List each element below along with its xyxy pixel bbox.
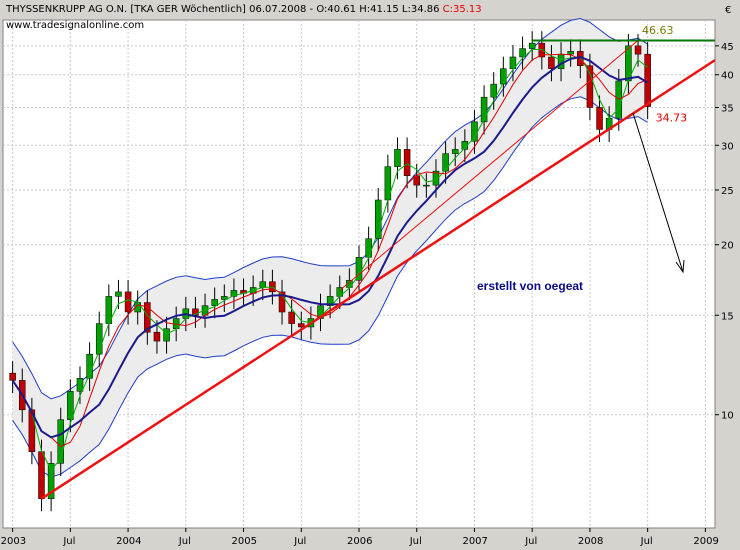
candle-body <box>394 149 401 167</box>
candle-body <box>634 45 642 55</box>
y-tick-label: 10 <box>721 411 734 422</box>
arrow-down-icon <box>632 112 684 273</box>
candle-body <box>519 48 526 58</box>
candle-body <box>442 153 449 172</box>
candle-body <box>480 96 488 123</box>
x-tick-label: 2009 <box>693 536 718 547</box>
trend-lines <box>40 39 716 500</box>
candle-body <box>423 184 430 187</box>
high-price-label: 46.63 <box>642 24 674 37</box>
ma-mid-line <box>12 53 648 448</box>
trend-line-channel <box>339 40 639 291</box>
candle-body <box>144 302 151 333</box>
candle-body <box>500 68 507 85</box>
candle-body <box>451 149 459 154</box>
candle-body <box>124 291 132 313</box>
y-tick-label: 25 <box>721 186 734 197</box>
candle-body <box>471 121 478 142</box>
low-price-label: 34.73 <box>656 111 688 124</box>
candle-body <box>413 175 420 186</box>
x-tick-label: 2003 <box>1 536 26 547</box>
x-tick-label: Jul <box>62 536 75 547</box>
x-tick-label: Jul <box>640 536 653 547</box>
moving-averages <box>11 49 649 472</box>
x-tick-label: 2007 <box>462 536 487 547</box>
x-tick-label: Jul <box>293 536 306 547</box>
y-tick-label: 40 <box>721 71 734 82</box>
x-axis: 2003 Jul 2004 Jul 2005 Jul 2006 Jul 2007 Jul 2008 J… <box>1 528 719 547</box>
candle-body <box>28 409 36 452</box>
y-tick-label: 45 <box>721 42 734 53</box>
candle-body <box>288 311 295 324</box>
candle-body <box>76 378 84 392</box>
candle-body <box>9 372 16 381</box>
arrow-head-icon <box>675 259 685 274</box>
ma-short-line <box>12 49 648 472</box>
x-tick-label: Jul <box>524 536 537 547</box>
candle-body <box>67 391 74 420</box>
annotations: 46.63 34.73 <box>642 24 687 124</box>
candle-body <box>153 331 161 342</box>
candle-body <box>47 463 55 499</box>
chart-title: THYSSENKRUPP AG O.N. [TKA GER Wöchentlic… <box>5 4 482 15</box>
candle-body <box>567 51 574 55</box>
candle-body <box>586 65 594 108</box>
candle-body <box>365 238 372 258</box>
candle-body <box>374 199 382 239</box>
x-tick-label: Jul <box>409 536 422 547</box>
y-tick-label: 30 <box>721 141 734 152</box>
band-fill <box>12 18 648 478</box>
trend-line-main <box>40 59 716 500</box>
y-tick-label: 15 <box>721 311 734 322</box>
ma-long-line <box>11 55 649 439</box>
candle-body <box>38 451 45 499</box>
candle-body <box>528 42 536 49</box>
x-tick-label: 2008 <box>578 536 603 547</box>
candle-body <box>221 296 228 300</box>
candle-body <box>259 281 267 288</box>
candle-body <box>596 107 603 130</box>
candle-body <box>326 296 334 306</box>
candle-body <box>557 53 565 69</box>
candle-body <box>57 419 64 464</box>
candle-body <box>192 308 199 316</box>
title-text: THYSSENKRUPP AG O.N. [TKA GER Wöchentlic… <box>5 4 443 15</box>
candle-body <box>211 299 218 306</box>
candle-body <box>432 170 440 186</box>
candle-body <box>230 290 238 297</box>
x-tick-label: 2006 <box>347 536 372 547</box>
close-value: C:35.13 <box>443 4 482 15</box>
author-credit: erstellt von oegeat <box>477 279 583 293</box>
y-axis: 10 15 20 25 30 35 40 45 <box>715 42 734 422</box>
candle-body <box>509 56 517 69</box>
candle-body <box>317 305 324 319</box>
candle-body <box>95 323 103 355</box>
band-lower <box>12 96 648 478</box>
source-url: www.tradesignalonline.com <box>6 20 144 31</box>
candle-body <box>298 323 305 328</box>
x-tick-label: 2004 <box>116 536 141 547</box>
candle-body <box>548 56 555 69</box>
y-tick-label: 35 <box>721 103 734 114</box>
candle-body <box>163 328 170 342</box>
candle-body <box>490 83 497 98</box>
candle-body <box>403 149 411 176</box>
currency-symbol: € <box>725 5 731 16</box>
candle-body <box>278 291 286 313</box>
x-tick-label: Jul <box>178 536 191 547</box>
y-tick-label: 20 <box>721 241 734 252</box>
candle-body <box>115 291 122 297</box>
x-tick-label: 2005 <box>232 536 257 547</box>
